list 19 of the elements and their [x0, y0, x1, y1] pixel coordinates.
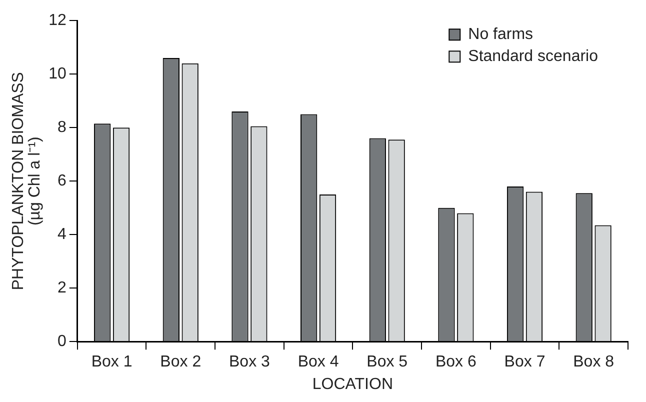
x-tick-label: Box 4 — [298, 354, 339, 371]
y-tick-label: 2 — [57, 280, 66, 297]
x-tick-label: Box 5 — [366, 354, 408, 371]
legend-label: Standard scenario — [468, 48, 598, 66]
y-tick-label: 4 — [57, 226, 66, 244]
x-tick-label: Box 7 — [504, 354, 546, 371]
x-tick-label: Box 2 — [160, 354, 202, 371]
x-tick-label: Box 8 — [573, 354, 614, 371]
x-axis-title: LOCATION — [312, 376, 394, 393]
legend-label: No farms — [468, 26, 534, 44]
x-tick-label: Box 1 — [91, 354, 132, 371]
y-axis-title: PHYTOPLANKTON BIOMASS (µg Chl a l⁻¹) — [10, 72, 44, 290]
y-tick-label: 12 — [48, 12, 66, 30]
y-tick-label: 6 — [57, 172, 66, 190]
y-tick-label: 0 — [57, 333, 66, 350]
x-tick-label: Box 3 — [229, 354, 270, 371]
y-tick-label: 10 — [48, 66, 66, 83]
y-tick-label: 8 — [57, 119, 66, 136]
x-tick-label: Box 6 — [435, 354, 476, 371]
